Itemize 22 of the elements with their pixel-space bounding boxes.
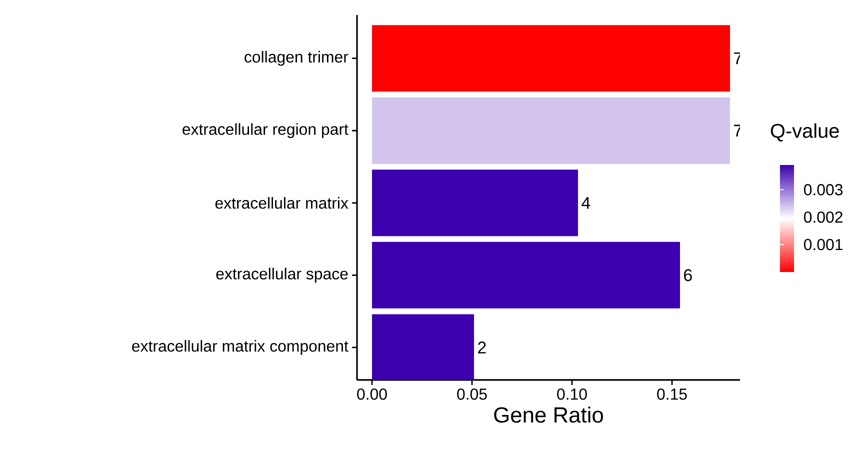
bar [372, 25, 730, 92]
y-tick-label: extracellular space [216, 268, 348, 283]
x-tick-label: 0.15 [657, 388, 687, 400]
color-bar-title: Q-value [770, 123, 839, 142]
color-bar-label: 0.003 [804, 184, 843, 196]
bar [372, 97, 730, 164]
bar [372, 242, 680, 308]
y-tick-label: extracellular matrix component [132, 340, 348, 355]
x-tick-label: 0.00 [357, 388, 387, 400]
y-tick-label: collagen trimer [244, 50, 348, 66]
x-axis-title: Gene Ratio [494, 406, 603, 423]
annotation: 4 [582, 197, 590, 209]
x-tick-label: 0.10 [557, 388, 587, 400]
annotation: 6 [684, 269, 692, 282]
annotation: 2 [478, 342, 486, 354]
x-tick-label: 0.05 [457, 388, 487, 400]
color-bar-label: 0.001 [804, 238, 842, 250]
bar [372, 314, 474, 380]
y-tick-label: extracellular matrix [215, 197, 348, 209]
y-tick-label: extracellular region part [182, 123, 348, 138]
bar [372, 170, 578, 236]
color-bar-label: 0.002 [804, 211, 842, 223]
